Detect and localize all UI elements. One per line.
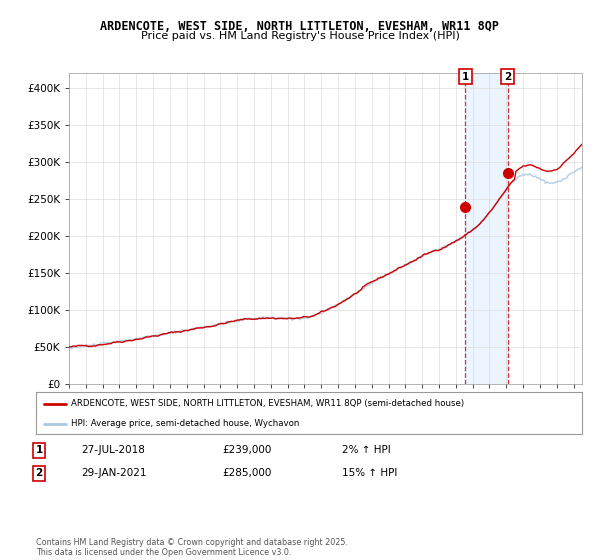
Text: 29-JAN-2021: 29-JAN-2021 (81, 468, 146, 478)
Text: HPI: Average price, semi-detached house, Wychavon: HPI: Average price, semi-detached house,… (71, 419, 300, 428)
Text: Price paid vs. HM Land Registry's House Price Index (HPI): Price paid vs. HM Land Registry's House … (140, 31, 460, 41)
Text: £285,000: £285,000 (222, 468, 271, 478)
Text: Contains HM Land Registry data © Crown copyright and database right 2025.
This d: Contains HM Land Registry data © Crown c… (36, 538, 348, 557)
Text: 2% ↑ HPI: 2% ↑ HPI (342, 445, 391, 455)
Text: 2: 2 (504, 72, 511, 82)
Text: ARDENCOTE, WEST SIDE, NORTH LITTLETON, EVESHAM, WR11 8QP (semi-detached house): ARDENCOTE, WEST SIDE, NORTH LITTLETON, E… (71, 399, 464, 408)
Text: 2: 2 (35, 468, 43, 478)
Text: 15% ↑ HPI: 15% ↑ HPI (342, 468, 397, 478)
Text: 1: 1 (462, 72, 469, 82)
Text: 27-JUL-2018: 27-JUL-2018 (81, 445, 145, 455)
Bar (466, 73, 508, 384)
Text: 1: 1 (35, 445, 43, 455)
Text: £239,000: £239,000 (222, 445, 271, 455)
Text: ARDENCOTE, WEST SIDE, NORTH LITTLETON, EVESHAM, WR11 8QP: ARDENCOTE, WEST SIDE, NORTH LITTLETON, E… (101, 20, 499, 32)
